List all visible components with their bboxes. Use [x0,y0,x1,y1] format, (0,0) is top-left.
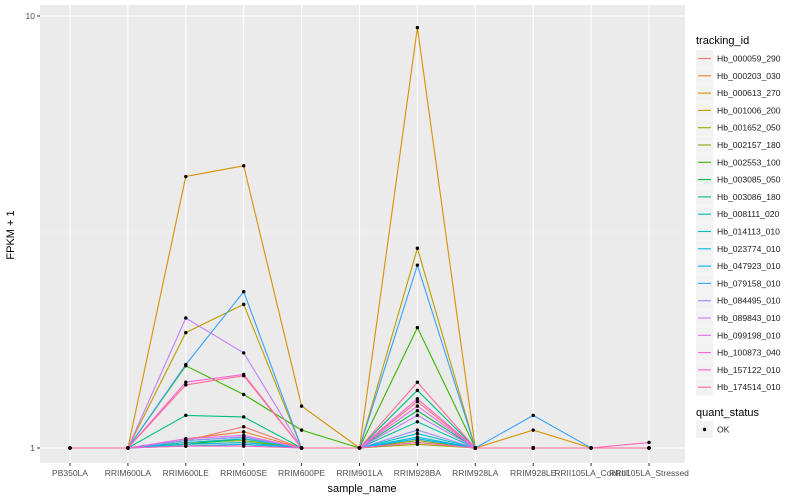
data-point [473,446,477,450]
x-tick-label: RRII105LA_Control [554,468,628,478]
data-point [415,408,420,413]
legend-label: Hb_008111_020 [717,209,780,219]
data-point [415,397,420,401]
data-point [415,420,420,424]
data-point [242,374,246,378]
x-tick-label: RRIM901LA [336,468,383,478]
y-axis-ticks: 1 10 [26,11,40,453]
data-point [242,302,246,307]
data-point [242,290,246,294]
data-point [299,428,304,432]
x-tick-label: RRIM928BA [394,468,442,478]
legend-label: Hb_003086_180 [717,192,781,202]
data-point [242,351,246,355]
x-tick-label: RRIM600LE [163,468,210,478]
x-tick-label: RRIM600LA [105,468,152,478]
data-point [647,446,651,450]
x-tick-label: RRIM600SE [220,468,268,478]
legend-label: Hb_000059_290 [717,54,781,64]
legend-label: Hb_000203_030 [717,71,781,81]
data-point [126,446,130,450]
x-tick-label: RRIM928LE [510,468,557,478]
data-point [242,392,246,397]
x-axis-title: sample_name [327,483,396,495]
legend-label: Hb_079158_010 [717,278,781,288]
color-legend-title: tracking_id [696,35,749,47]
data-point [68,446,72,450]
data-point [357,446,362,450]
data-point [589,446,593,450]
legend-label: Hb_000613_270 [717,88,781,98]
data-point [415,246,420,250]
plot-panel [40,5,685,463]
data-point [184,362,188,367]
data-point [242,415,246,419]
data-point [184,444,188,448]
data-point [415,263,420,267]
legend-label: Hb_001652_050 [717,123,781,133]
legend-label: Hb_002157_180 [717,140,781,150]
data-point [242,444,246,448]
data-point [184,316,188,320]
data-point [415,437,420,441]
x-tick-label: PB350LA [52,468,88,478]
data-point [184,437,188,441]
data-point [415,413,420,418]
legend-key-point [702,427,707,432]
data-point [415,325,420,330]
y-tick-label: 1 [30,443,35,453]
data-point [415,440,420,445]
legend-label: Hb_014113_010 [717,227,780,237]
data-point [415,388,420,393]
data-point [242,425,246,429]
legend-label: Hb_089843_010 [717,313,781,323]
shape-legend: OK [696,421,730,438]
legend-label: Hb_023774_010 [717,244,781,254]
data-point [415,431,420,436]
legend-label: Hb_174514_010 [717,382,781,392]
legend-label: Hb_047923_010 [717,261,781,271]
x-tick-label: RRIM600PE [278,468,326,478]
x-tick-label: RRIM928LA [452,468,499,478]
shape-legend-title: quant_status [696,407,759,419]
data-point [415,428,420,432]
y-axis-title: FPKM + 1 [5,210,17,259]
data-point [531,446,535,450]
data-point [184,174,188,179]
grid-lines [40,5,685,463]
legend-label: Hb_084495_010 [717,296,781,306]
data-point [531,428,535,432]
data-point [242,433,246,438]
data-point [184,380,188,384]
data-point [299,446,304,450]
legend-label: Hb_001006_200 [717,105,781,115]
legend-label: Hb_003085_050 [717,175,781,185]
series-points [68,25,651,450]
data-point [415,399,420,404]
data-point [184,383,188,387]
legend-label: Hb_100873_040 [717,348,781,358]
x-tick-label: RRII105LA_Stressed [609,468,689,478]
legend-label: Hb_099198_010 [717,330,781,340]
data-point [415,25,420,30]
data-point [242,164,246,168]
legend-label: Hb_157122_010 [717,365,781,375]
data-point [299,404,304,408]
data-point [415,380,420,384]
data-point [184,330,188,335]
data-point [647,440,651,445]
data-point [415,404,420,408]
data-point [531,413,535,418]
color-legend: Hb_000059_290 Hb_000203_030 Hb_000613_270 H… [696,50,781,396]
legend-label: OK [717,425,730,435]
data-point [184,413,188,418]
data-point [242,430,246,434]
x-axis-ticks: PB350LA RRIM600LA RRIM600LE RRIM600SE RRIM60… [52,463,689,478]
legend-label: Hb_002553_100 [717,157,781,167]
y-tick-label: 10 [26,11,36,21]
